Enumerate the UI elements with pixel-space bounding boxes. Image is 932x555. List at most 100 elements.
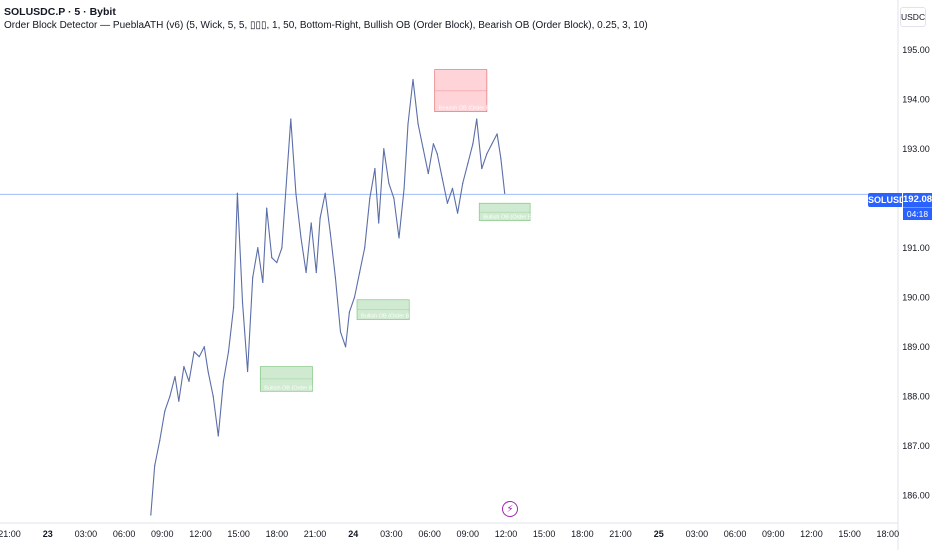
price-point <box>407 123 409 125</box>
price-point <box>169 395 171 397</box>
x-tick-label: 21:00 <box>304 529 327 539</box>
x-tick-label: 15:00 <box>533 529 556 539</box>
price-point <box>241 301 244 303</box>
price-point <box>319 217 321 219</box>
price-point <box>207 370 209 373</box>
price-point <box>329 232 331 234</box>
price-point <box>441 177 443 180</box>
price-point <box>383 148 385 150</box>
currency-button[interactable]: USDC <box>900 7 926 27</box>
price-point <box>310 222 312 224</box>
y-tick-label: 188.00 <box>902 391 930 401</box>
price-point <box>150 514 152 516</box>
price-point <box>212 395 214 397</box>
price-point <box>353 296 356 298</box>
price-point <box>504 192 506 194</box>
price-point <box>252 276 254 279</box>
x-tick-label: 21:00 <box>0 529 21 539</box>
price-point <box>183 365 185 368</box>
y-tick-label: 191.00 <box>902 243 930 253</box>
bullish-order-block-label: Bullish OB (Order Block) <box>361 314 421 320</box>
symbol-price-label: SOLUSDC.P <box>868 193 921 207</box>
price-point <box>462 182 464 185</box>
price-point <box>217 435 219 437</box>
price-point <box>266 207 268 209</box>
y-tick-label: 194.00 <box>902 94 930 104</box>
price-point <box>232 306 235 308</box>
price-point <box>427 172 429 175</box>
price-point <box>369 197 371 199</box>
price-point <box>472 143 474 145</box>
price-point <box>403 187 405 189</box>
price-point <box>286 172 288 175</box>
price-point <box>398 237 400 239</box>
x-tick-label: 06:00 <box>724 529 747 539</box>
x-tick-label: 09:00 <box>762 529 785 539</box>
y-tick-label: 186.00 <box>902 490 930 500</box>
price-point <box>446 202 449 204</box>
price-point <box>271 257 273 259</box>
x-tick-label: 03:00 <box>380 529 403 539</box>
x-tick-label: 06:00 <box>418 529 441 539</box>
x-tick-label: 15:00 <box>227 529 250 539</box>
price-point <box>500 158 502 160</box>
price-point <box>451 187 454 189</box>
x-tick-label: 06:00 <box>113 529 136 539</box>
price-point <box>305 271 307 274</box>
bullish-order-block-label: Bullish OB (Order Block) <box>264 385 324 391</box>
price-point <box>262 281 264 284</box>
lightning-bolt-icon[interactable]: ⚡ <box>502 501 518 517</box>
y-tick-label: 193.00 <box>902 144 930 154</box>
price-point <box>348 311 350 313</box>
x-tick-label: 03:00 <box>75 529 98 539</box>
indicator-legend[interactable]: Order Block Detector — PueblaATH (v6) (5… <box>4 20 648 31</box>
x-tick-label: 18:00 <box>571 529 594 539</box>
symbol-title[interactable]: SOLUSDC.P · 5 · Bybit <box>4 6 116 18</box>
price-point <box>364 247 366 249</box>
last-price-value: 192.08 <box>903 194 932 205</box>
price-point <box>188 380 190 383</box>
price-point <box>358 271 361 274</box>
price-point <box>222 380 224 383</box>
price-point <box>178 400 180 402</box>
x-tick-label: 25 <box>654 529 664 539</box>
price-point <box>159 440 161 442</box>
x-tick-label: 18:00 <box>877 529 900 539</box>
price-point <box>164 410 166 412</box>
price-point <box>432 143 435 145</box>
price-point <box>339 331 342 333</box>
price-point <box>481 167 483 170</box>
x-tick-label: 12:00 <box>495 529 518 539</box>
price-point <box>290 118 292 120</box>
y-tick-label: 190.00 <box>902 292 930 302</box>
price-point <box>476 118 478 120</box>
price-point <box>388 182 390 185</box>
price-point <box>315 271 317 274</box>
x-tick-label: 09:00 <box>151 529 174 539</box>
price-point <box>227 351 230 353</box>
price-point <box>236 192 238 194</box>
price-point <box>154 464 156 467</box>
price-point <box>486 153 488 155</box>
price-series-line <box>150 78 506 516</box>
price-point <box>257 247 259 249</box>
x-tick-label: 15:00 <box>838 529 861 539</box>
price-point <box>467 163 469 165</box>
bearish-order-block-label: Bearish OB (Order Block) <box>439 106 502 112</box>
price-point <box>412 78 414 81</box>
y-tick-label: 189.00 <box>902 342 930 352</box>
y-tick-label: 187.00 <box>902 441 930 451</box>
price-point <box>496 133 498 135</box>
price-point <box>378 222 380 224</box>
price-point <box>436 153 438 155</box>
price-point <box>203 346 205 348</box>
x-tick-label: 21:00 <box>609 529 632 539</box>
price-point <box>174 375 176 378</box>
y-tick-label: 195.00 <box>902 45 930 55</box>
price-point <box>295 192 297 194</box>
x-tick-label: 24 <box>348 529 358 539</box>
last-price-label: 192.08 04:18 <box>903 193 932 220</box>
x-tick-label: 12:00 <box>800 529 823 539</box>
